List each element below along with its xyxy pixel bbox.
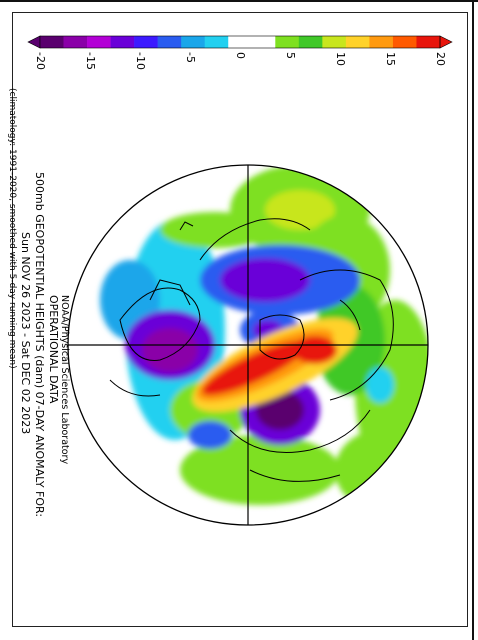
colorbar-tick-label: 5	[284, 52, 297, 59]
colorbar-segment	[416, 36, 441, 48]
map-boundary	[67, 164, 429, 526]
title-line-3: Sun NOV 26 2023 - Sat DEC 02 2023	[19, 232, 32, 435]
anomaly-field	[100, 165, 428, 510]
colorbar-segment	[345, 36, 370, 48]
colorbar-tick-label: -10	[134, 52, 147, 70]
colorbar-segment	[204, 36, 229, 48]
colorbar-outline	[39, 35, 441, 49]
title-line-2: 500mb GEOPOTENTIAL HEIGHTS (dam) 07-DAY …	[33, 172, 46, 518]
colorbar-right-arrow	[439, 35, 453, 49]
colorbar-tick-label: -20	[34, 52, 47, 70]
map-disc	[68, 165, 428, 525]
colorbar-segment	[298, 36, 323, 48]
colorbar-segment	[110, 36, 135, 48]
colorbar-segment	[275, 36, 300, 48]
colorbar-segment	[63, 36, 88, 48]
top-border-line	[0, 0, 478, 2]
colorbar-segment	[87, 36, 111, 48]
colorbar-tick-label: -15	[84, 52, 97, 70]
colorbar-ticks: -20 -15 -10 -5 0 5 10 15 20	[34, 52, 447, 70]
colorbar-segment	[322, 36, 347, 48]
title-line-1: OPERATIONAL DATA	[47, 295, 60, 404]
colorbar-tick-label: 0	[234, 52, 247, 59]
producer-label: NOAA/Physical Sciences Laboratory	[59, 295, 70, 465]
colorbar-segment	[251, 36, 276, 48]
colorbar-left-arrow	[27, 35, 41, 49]
colorbar-tick-label: 20	[434, 52, 447, 66]
colorbar-segment	[40, 36, 64, 48]
colorbar-segment	[228, 36, 253, 48]
colorbar-tick-label: 15	[384, 52, 397, 66]
colorbar-segment	[134, 36, 158, 48]
colorbar-segment	[157, 36, 182, 48]
colorbar-tick-label: 10	[334, 52, 347, 66]
colorbar-segment	[392, 36, 417, 48]
coastlines	[109, 218, 394, 482]
colorbar-segment	[369, 36, 394, 48]
colorbar-segment	[181, 36, 206, 48]
climatology-footnote: (climatology: 1991-2020, smoothed with 5…	[7, 88, 17, 369]
right-border-line	[472, 0, 474, 640]
colorbar-tick-label: -5	[184, 52, 197, 63]
colorbar	[27, 35, 453, 49]
